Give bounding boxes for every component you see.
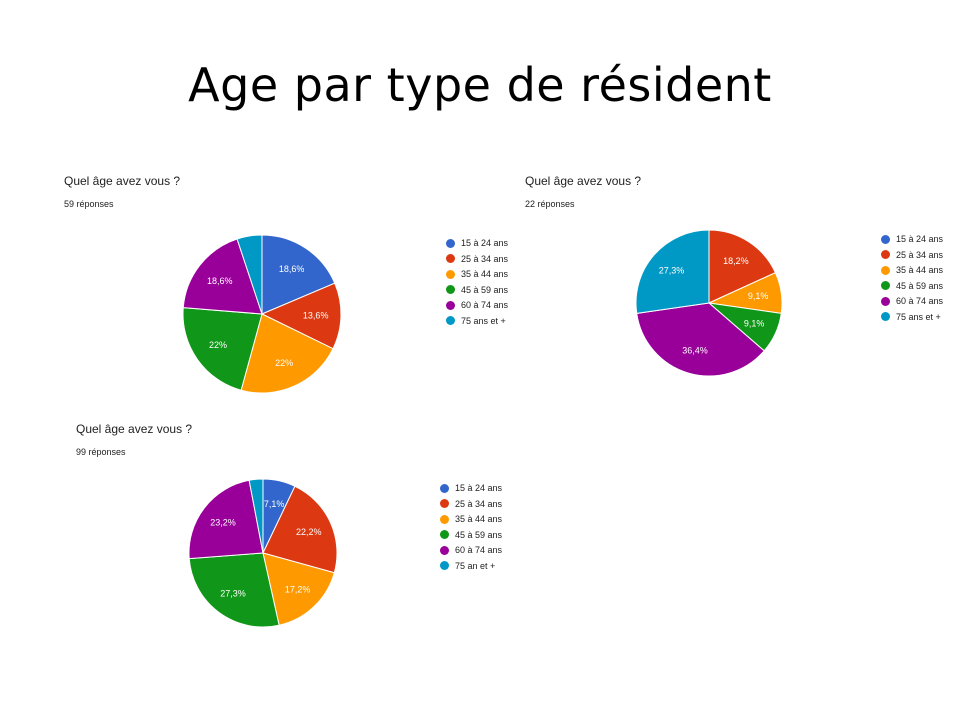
legend-swatch bbox=[446, 254, 455, 263]
slice-label: 9,1% bbox=[748, 291, 769, 301]
legend-swatch bbox=[440, 499, 449, 508]
legend-item: 25 à 34 ans bbox=[881, 249, 943, 261]
pie-slice-75-ans-et bbox=[236, 234, 263, 315]
legend-label: 60 à 74 ans bbox=[455, 545, 503, 555]
legend-item: 35 à 44 ans bbox=[440, 513, 502, 525]
slice-label: 18,6% bbox=[279, 264, 305, 274]
slice-label: 7,1% bbox=[264, 499, 285, 509]
legend-item: 75 ans et + bbox=[446, 315, 506, 327]
legend-swatch bbox=[440, 483, 449, 493]
slice-label: 22,2% bbox=[296, 527, 322, 537]
pie-chart-59-responses: Quel âge avez vous ? 59 réponses 18,6% 13… bbox=[64, 170, 544, 405]
pie-slice-35-a-44-ans bbox=[262, 552, 335, 626]
legend-swatch bbox=[446, 269, 455, 279]
legend-item: 25 à 34 ans bbox=[446, 253, 508, 265]
legend-swatch bbox=[881, 296, 890, 306]
legend-label: 15 à 24 ans bbox=[896, 234, 944, 244]
pie-slice-45-a-59-ans bbox=[188, 552, 280, 628]
legend-swatch bbox=[446, 238, 455, 248]
legend-item: 15 à 24 ans bbox=[446, 237, 508, 249]
pie-slice-75-an-et bbox=[248, 478, 264, 554]
legend-item: 60 à 74 ans bbox=[446, 299, 508, 311]
legend-swatch bbox=[440, 514, 449, 524]
legend-label: 60 à 74 ans bbox=[461, 300, 509, 310]
legend-item: 15 à 24 ans bbox=[881, 233, 943, 245]
pie-slice-25-a-34-ans bbox=[708, 229, 777, 304]
chart-response-count: 22 réponses bbox=[525, 199, 575, 209]
legend-label: 75 ans et + bbox=[896, 311, 941, 322]
legend-label: 15 à 24 ans bbox=[455, 483, 503, 493]
legend-label: 75 an et + bbox=[455, 560, 496, 571]
pie-chart-99-responses: Quel âge avez vous ? 99 réponses 7,1% 22,… bbox=[76, 418, 556, 638]
legend-item: 35 à 44 ans bbox=[881, 264, 943, 276]
legend-item: 25 à 34 ans bbox=[440, 498, 502, 510]
legend-swatch bbox=[440, 530, 449, 539]
legend-swatch bbox=[881, 312, 890, 321]
slice-label: 27,3% bbox=[659, 265, 685, 275]
slice-label: 36,4% bbox=[682, 346, 708, 356]
slice-label: 13,6% bbox=[303, 310, 329, 320]
slice-label: 23,2% bbox=[210, 517, 236, 527]
pie-slice-25-a-34-ans bbox=[260, 282, 342, 350]
legend-label: 35 à 44 ans bbox=[455, 514, 503, 524]
legend-label: 25 à 34 ans bbox=[461, 253, 509, 264]
chart-title: Quel âge avez vous ? bbox=[76, 422, 193, 436]
legend-swatch bbox=[446, 285, 455, 294]
legend-item: 35 à 44 ans bbox=[446, 268, 508, 280]
slice-label: 18,2% bbox=[723, 256, 749, 266]
chart-response-count: 59 réponses bbox=[64, 199, 114, 209]
slice-label: 22% bbox=[209, 340, 227, 350]
legend-swatch bbox=[440, 561, 449, 570]
pie-slice-75-ans-et bbox=[635, 229, 710, 314]
slice-label: 9,1% bbox=[744, 319, 765, 329]
legend-swatch bbox=[446, 316, 455, 325]
legend-item: 45 à 59 ans bbox=[881, 280, 943, 292]
pie-slice-25-a-34-ans bbox=[262, 485, 338, 574]
legend-swatch bbox=[881, 250, 890, 259]
legend-item: 15 à 24 ans bbox=[440, 482, 502, 494]
legend-label: 15 à 24 ans bbox=[461, 238, 509, 248]
slice-label: 22% bbox=[275, 358, 293, 368]
legend-item: 45 à 59 ans bbox=[446, 284, 508, 296]
chart-response-count: 99 réponses bbox=[76, 447, 126, 457]
legend-label: 25 à 34 ans bbox=[455, 498, 503, 509]
legend-label: 35 à 44 ans bbox=[461, 269, 509, 279]
slice-label: 18,6% bbox=[207, 276, 233, 286]
legend-label: 25 à 34 ans bbox=[896, 249, 944, 260]
pie: 7,1% 22,2% 17,2% 27,3% 23,2% bbox=[188, 478, 338, 628]
legend-label: 45 à 59 ans bbox=[455, 529, 503, 540]
slice-label: 27,3% bbox=[220, 588, 246, 598]
legend-swatch bbox=[881, 234, 890, 244]
pie-slice-45-a-59-ans bbox=[182, 307, 263, 391]
legend-swatch bbox=[881, 281, 890, 290]
legend-swatch bbox=[440, 545, 449, 555]
pie-chart-22-responses: Quel âge avez vous ? 22 réponses 18,2% 9,… bbox=[525, 170, 955, 385]
legend-label: 45 à 59 ans bbox=[461, 284, 509, 295]
pie-slice-60-a-74-ans bbox=[188, 479, 264, 560]
legend-item: 75 ans et + bbox=[881, 311, 941, 323]
legend-item: 75 an et + bbox=[440, 560, 495, 572]
legend-swatch bbox=[881, 265, 890, 275]
legend-item: 60 à 74 ans bbox=[440, 544, 502, 556]
pie-slice-60-a-74-ans bbox=[182, 238, 263, 315]
chart-title: Quel âge avez vous ? bbox=[525, 174, 642, 188]
legend-item: 60 à 74 ans bbox=[881, 295, 943, 307]
pie-slice-15-a-24-ans bbox=[261, 234, 336, 315]
slice-label: 17,2% bbox=[285, 584, 311, 594]
pie-slice-35-a-44-ans bbox=[240, 313, 334, 394]
pie: 18,2% 9,1% 9,1% 36,4% 27,3% bbox=[635, 229, 783, 377]
legend-swatch bbox=[446, 300, 455, 310]
pie: 18,6% 13,6% 22% 22% 18,6% bbox=[182, 234, 342, 394]
legend-label: 45 à 59 ans bbox=[896, 280, 944, 291]
legend-item: 45 à 59 ans bbox=[440, 529, 502, 541]
legend-label: 60 à 74 ans bbox=[896, 296, 944, 306]
legend-label: 75 ans et + bbox=[461, 315, 506, 326]
slide-title: Age par type de résident bbox=[188, 58, 772, 112]
legend-label: 35 à 44 ans bbox=[896, 265, 944, 275]
pie-slice-60-a-74-ans bbox=[636, 302, 765, 377]
chart-title: Quel âge avez vous ? bbox=[64, 174, 181, 188]
